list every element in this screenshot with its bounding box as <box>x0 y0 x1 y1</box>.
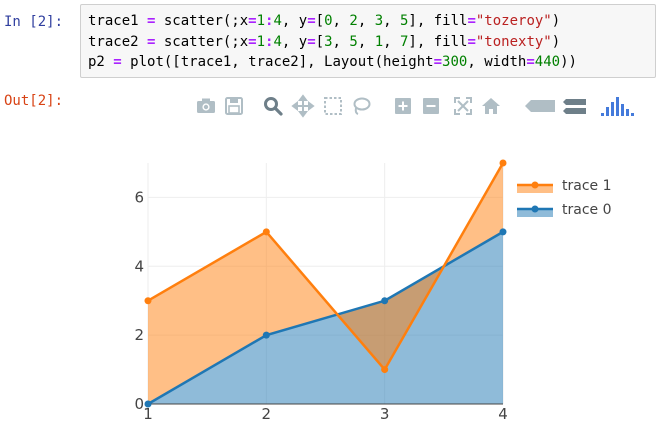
legend-label: trace 0 <box>562 202 612 218</box>
save-icon[interactable] <box>222 94 246 118</box>
plot-area: 1 2 3 4 0 2 4 6 trace 1 trace 0 <box>0 128 660 428</box>
x-tick-label: 4 <box>498 405 508 423</box>
hover-compare-icon[interactable] <box>562 94 588 118</box>
plotly-logo-icon[interactable] <box>598 94 636 118</box>
y-tick-label: 0 <box>134 395 144 413</box>
camera-icon[interactable] <box>194 94 218 118</box>
code-line: trace2 = scatter(;x=1:4, y=[3, 5, 1, 7],… <box>88 33 561 50</box>
trace-0-point <box>262 331 270 339</box>
trace-1-point <box>499 159 507 167</box>
zoom-out-icon[interactable] <box>419 94 443 118</box>
code-line: p2 = plot([trace1, trace2], Layout(heigh… <box>88 54 577 70</box>
trace-1-point <box>262 228 270 236</box>
y-tick-label: 4 <box>134 257 144 275</box>
zoom-in-icon[interactable] <box>391 94 415 118</box>
legend-swatch-marker <box>531 181 539 189</box>
trace-1-fill <box>148 163 503 404</box>
trace-0-point <box>499 228 507 236</box>
zoom-icon[interactable] <box>261 94 285 118</box>
trace-1-point <box>144 297 152 305</box>
trace-0-point <box>144 400 152 408</box>
box-select-icon[interactable] <box>321 94 345 118</box>
legend-label: trace 1 <box>562 178 612 194</box>
legend-swatch-marker <box>531 205 539 213</box>
plot-modebar <box>192 94 642 118</box>
trace-0-point <box>381 297 389 305</box>
trace-1-line <box>147 162 505 372</box>
legend-swatch-fill <box>517 185 553 193</box>
y-tick-label: 2 <box>134 326 144 344</box>
hover-closest-icon[interactable] <box>523 94 557 118</box>
autoscale-icon[interactable] <box>451 94 475 118</box>
input-prompt: In [2]: <box>4 14 64 30</box>
x-tick-label: 1 <box>143 405 153 423</box>
code-cell[interactable]: trace1 = scatter(;x=1:4, y=[0, 2, 3, 5],… <box>80 4 656 78</box>
x-tick-label: 2 <box>262 405 272 423</box>
chart-svg: 1 2 3 4 0 2 4 6 trace 1 trace 0 <box>134 159 612 423</box>
code-line: trace1 = scatter(;x=1:4, y=[0, 2, 3, 5],… <box>88 13 561 29</box>
home-icon[interactable] <box>479 94 503 118</box>
pan-icon[interactable] <box>291 94 315 118</box>
legend-swatch-fill <box>517 209 553 217</box>
trace-1-point <box>381 366 389 374</box>
x-tick-label: 3 <box>380 405 390 423</box>
output-prompt: Out[2]: <box>4 93 64 109</box>
lasso-select-icon[interactable] <box>349 94 373 118</box>
y-tick-label: 6 <box>134 188 144 206</box>
